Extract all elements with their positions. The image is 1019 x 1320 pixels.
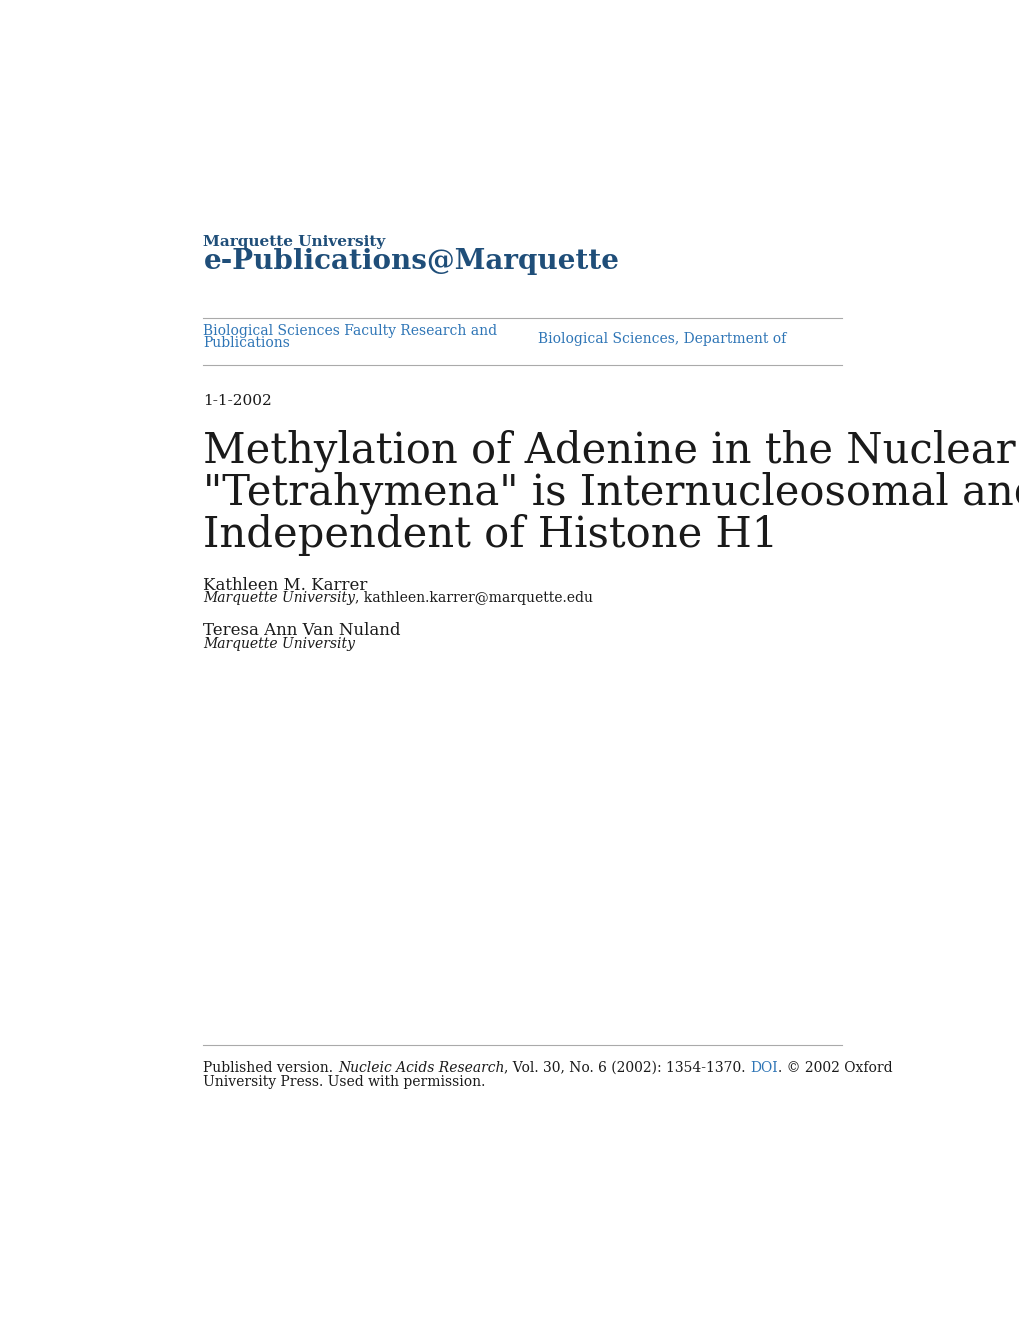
Text: Independent of Histone H1: Independent of Histone H1 — [203, 515, 777, 556]
Text: e-Publications@Marquette: e-Publications@Marquette — [203, 248, 619, 275]
Text: . © 2002 Oxford: . © 2002 Oxford — [776, 1061, 892, 1074]
Text: Biological Sciences, Department of: Biological Sciences, Department of — [538, 331, 786, 346]
Text: Publications: Publications — [203, 337, 290, 350]
Text: Kathleen M. Karrer: Kathleen M. Karrer — [203, 577, 368, 594]
Text: "Tetrahymena" is Internucleosomal and: "Tetrahymena" is Internucleosomal and — [203, 471, 1019, 515]
Text: Marquette University: Marquette University — [203, 591, 355, 605]
Text: Teresa Ann Van Nuland: Teresa Ann Van Nuland — [203, 622, 400, 639]
Text: , kathleen.karrer@marquette.edu: , kathleen.karrer@marquette.edu — [355, 591, 593, 605]
Text: Marquette University: Marquette University — [203, 235, 385, 249]
Text: 1-1-2002: 1-1-2002 — [203, 395, 272, 408]
Text: Biological Sciences Faculty Research and: Biological Sciences Faculty Research and — [203, 323, 497, 338]
Text: Nucleic Acids Research: Nucleic Acids Research — [337, 1061, 503, 1074]
Text: DOI: DOI — [749, 1061, 776, 1074]
Text: University Press. Used with permission.: University Press. Used with permission. — [203, 1074, 485, 1089]
Text: Published version.: Published version. — [203, 1061, 337, 1074]
Text: , Vol. 30, No. 6 (2002): 1354-1370.: , Vol. 30, No. 6 (2002): 1354-1370. — [503, 1061, 749, 1074]
Text: Marquette University: Marquette University — [203, 636, 355, 651]
Text: Methylation of Adenine in the Nuclear DNA of: Methylation of Adenine in the Nuclear DN… — [203, 429, 1019, 473]
